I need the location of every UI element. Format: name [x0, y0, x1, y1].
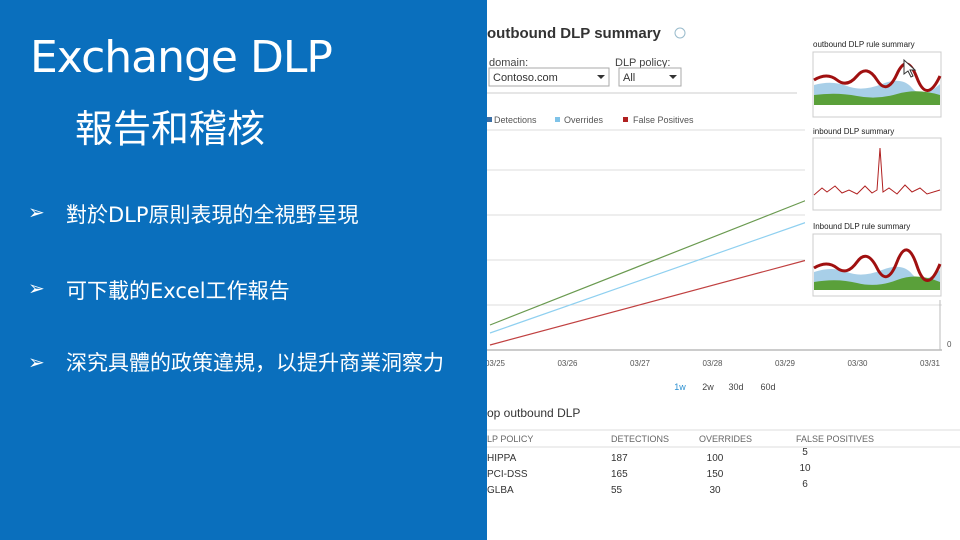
false-positives-line [489, 259, 808, 346]
thumbnails: outbound DLP rule summary inbound DLP su… [805, 36, 960, 300]
overrides-line [489, 221, 808, 334]
detections-line [489, 199, 808, 326]
table-cell: 5 [802, 447, 808, 458]
dropdown-value: Contoso.com [493, 72, 558, 84]
x-tick-label: 03/29 [775, 359, 796, 368]
thumb-line [813, 62, 942, 92]
thumb-title: inbound DLP summary [813, 127, 894, 136]
thumb-title: Inbound DLP rule summary [813, 222, 910, 231]
y-tick-label: 0 [947, 340, 952, 349]
heading: outbound DLP summary [487, 25, 662, 42]
x-tick-label: 03/30 [847, 359, 868, 368]
table-header: FALSE POSITIVES [796, 434, 874, 444]
x-tick-label: 03/31 [920, 359, 941, 368]
legend-swatch [487, 117, 492, 122]
range-button[interactable]: 60d [760, 382, 775, 392]
thumb-line [813, 248, 942, 282]
table-cell: 6 [802, 479, 808, 490]
bullet: 可下載的Excel工作報告 [66, 279, 290, 303]
thumb-area [814, 276, 940, 290]
range-button[interactable]: 2w [702, 382, 714, 392]
legend-label: Overrides [564, 115, 604, 125]
thumb-title: outbound DLP rule summary [813, 40, 915, 49]
left-panel: Exchange DLP 報告和稽核 ➢ 對於DLP原則表現的全視野呈現 ➢ 可… [0, 0, 487, 540]
table-cell: HIPPA [487, 453, 517, 464]
table-cell: 100 [707, 453, 724, 464]
caret [597, 75, 605, 79]
table-cell: 55 [611, 485, 623, 496]
table-title: op outbound DLP [487, 406, 580, 420]
legend-label: Detections [494, 115, 537, 125]
table-header: OVERRIDES [699, 434, 752, 444]
bullet-icon: ➢ [28, 200, 45, 224]
bullet-icon: ➢ [28, 350, 45, 374]
bullet: 深究具體的政策違規，以提升商業洞察力 [66, 351, 444, 375]
table-cell: GLBA [487, 485, 514, 496]
thumb-area [814, 91, 940, 105]
table-cell: 150 [707, 469, 724, 480]
title: Exchange DLP [30, 32, 333, 83]
legend-label: False Positives [633, 115, 694, 125]
caret [669, 75, 677, 79]
range-button[interactable]: 30d [728, 382, 743, 392]
filter-label: domain: [489, 57, 528, 69]
dropdown-value: All [623, 72, 635, 84]
filter-label: DLP policy: [615, 57, 670, 69]
x-tick-label: 03/25 [487, 359, 506, 368]
cursor [903, 58, 917, 78]
legend-swatch [623, 117, 628, 122]
table-cell: 187 [611, 453, 628, 464]
subtitle: 報告和稽核 [75, 107, 266, 151]
table-cell: 165 [611, 469, 628, 480]
x-tick-label: 03/28 [702, 359, 723, 368]
info-icon [674, 27, 686, 39]
dropdown[interactable] [618, 67, 682, 87]
legend-swatch [555, 117, 560, 122]
table-header: DETECTIONS [611, 434, 669, 444]
table-cell: 30 [709, 485, 721, 496]
bullet: 對於DLP原則表現的全視野呈現 [66, 203, 359, 227]
screenshot: outbound DLP summary domain: Contoso.com… [487, 25, 960, 496]
x-tick-label: 03/27 [630, 359, 651, 368]
table-header: LP POLICY [487, 434, 533, 444]
range-button[interactable]: 1w [674, 382, 686, 392]
dropdown[interactable] [488, 67, 610, 87]
table-cell: PCI-DSS [487, 469, 528, 480]
table-cell: 10 [799, 463, 811, 474]
x-tick-label: 03/26 [557, 359, 578, 368]
thumb-frame [812, 137, 942, 211]
bullet-icon: ➢ [28, 276, 45, 300]
thumb-line [813, 147, 941, 196]
